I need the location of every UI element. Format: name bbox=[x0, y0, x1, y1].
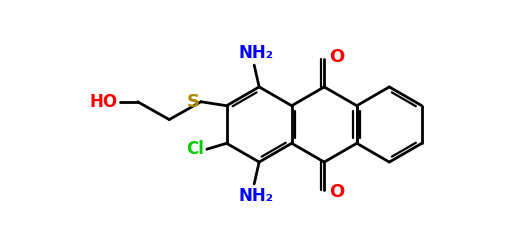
Text: O: O bbox=[329, 183, 345, 201]
Text: NH₂: NH₂ bbox=[239, 187, 274, 205]
Text: S: S bbox=[187, 93, 200, 111]
Text: HO: HO bbox=[90, 93, 118, 111]
Text: O: O bbox=[329, 48, 345, 66]
Text: NH₂: NH₂ bbox=[239, 44, 274, 62]
Text: Cl: Cl bbox=[186, 140, 204, 158]
